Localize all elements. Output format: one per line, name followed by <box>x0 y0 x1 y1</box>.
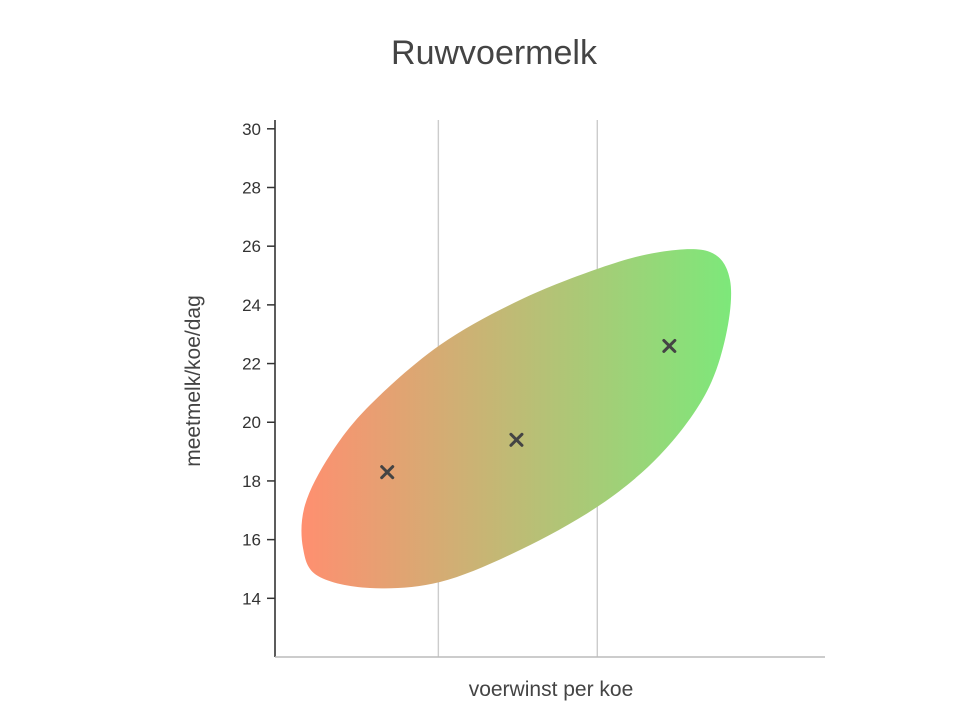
x-axis-label: voerwinst per koe <box>469 678 634 701</box>
data-points <box>380 338 677 480</box>
data-point-0 <box>380 465 395 480</box>
y-tick-label-14: 14 <box>242 589 261 608</box>
axes <box>274 120 825 658</box>
y-tick-label-26: 26 <box>242 237 261 256</box>
y-axis-label: meetmelk/koe/dag <box>182 295 205 467</box>
confidence-region <box>301 249 732 589</box>
y-tick-label-28: 28 <box>242 178 261 197</box>
data-point-2 <box>662 338 677 353</box>
y-ticks: 14 16 18 20 22 24 26 28 30 <box>242 120 275 608</box>
y-tick-label-16: 16 <box>242 531 261 550</box>
data-point-1 <box>509 432 524 447</box>
y-tick-label-24: 24 <box>242 296 261 315</box>
y-tick-label-18: 18 <box>242 472 261 491</box>
y-tick-label-20: 20 <box>242 413 261 432</box>
chart-title: Ruwvoermelk <box>391 34 597 72</box>
y-tick-label-22: 22 <box>242 355 261 374</box>
y-tick-label-30: 30 <box>242 120 261 139</box>
